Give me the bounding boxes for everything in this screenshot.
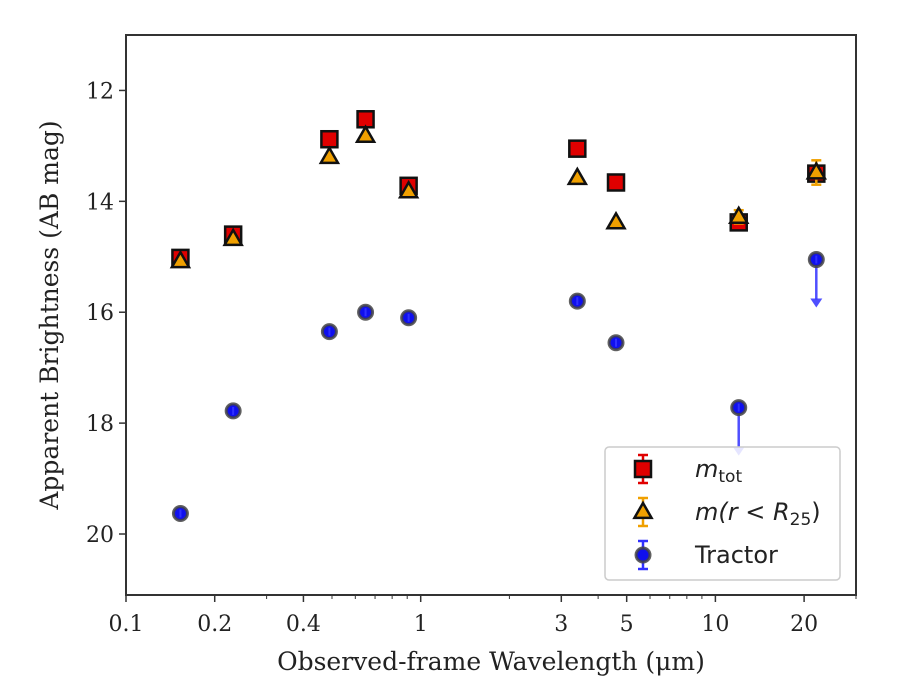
y-tick-label: 20	[86, 523, 114, 548]
series-tractor	[171, 251, 825, 522]
x-tick-label: 0.2	[197, 612, 232, 637]
x-tick-label: 1	[414, 612, 428, 637]
x-tick-label: 20	[790, 612, 818, 637]
legend: mtot m(r < R25) Tractor	[604, 446, 841, 581]
x-tick-label: 10	[701, 612, 729, 637]
series-mtot	[171, 110, 826, 268]
x-tick-label: 0.1	[109, 612, 144, 637]
legend-entry-tractor: Tractor	[634, 539, 778, 571]
legend-label: mtot	[695, 455, 742, 487]
legend-entry-mr25: m(r < R25)	[632, 496, 821, 530]
legend-marker	[634, 546, 652, 564]
x-tick-label: 3	[554, 612, 568, 637]
legend-marker	[632, 500, 654, 520]
upper-limit-arrow	[810, 298, 823, 308]
y-tick-label: 12	[86, 79, 114, 104]
legend-entry-mtot: mtot	[633, 453, 742, 487]
axes: 12 14 16 18 20 0.1 0.2 0.4 1 3 5 10 20	[86, 34, 857, 637]
y-tick-label: 18	[86, 412, 114, 437]
y-tick-label: 14	[86, 190, 114, 215]
legend-marker	[633, 459, 653, 479]
legend-box	[604, 446, 841, 581]
x-tick-label: 0.4	[286, 612, 321, 637]
plot-frame	[125, 34, 857, 596]
plot-area	[169, 110, 828, 522]
y-tick-label: 16	[86, 301, 114, 326]
legend-label: Tractor	[694, 541, 778, 569]
series-mr25	[169, 124, 828, 269]
y-axis-label: Apparent Brightness (AB mag)	[35, 120, 64, 510]
x-tick-label: 5	[620, 612, 634, 637]
x-axis-label: Observed-frame Wavelength (μm)	[277, 647, 705, 676]
legend-label: m(r < R25)	[695, 498, 821, 530]
